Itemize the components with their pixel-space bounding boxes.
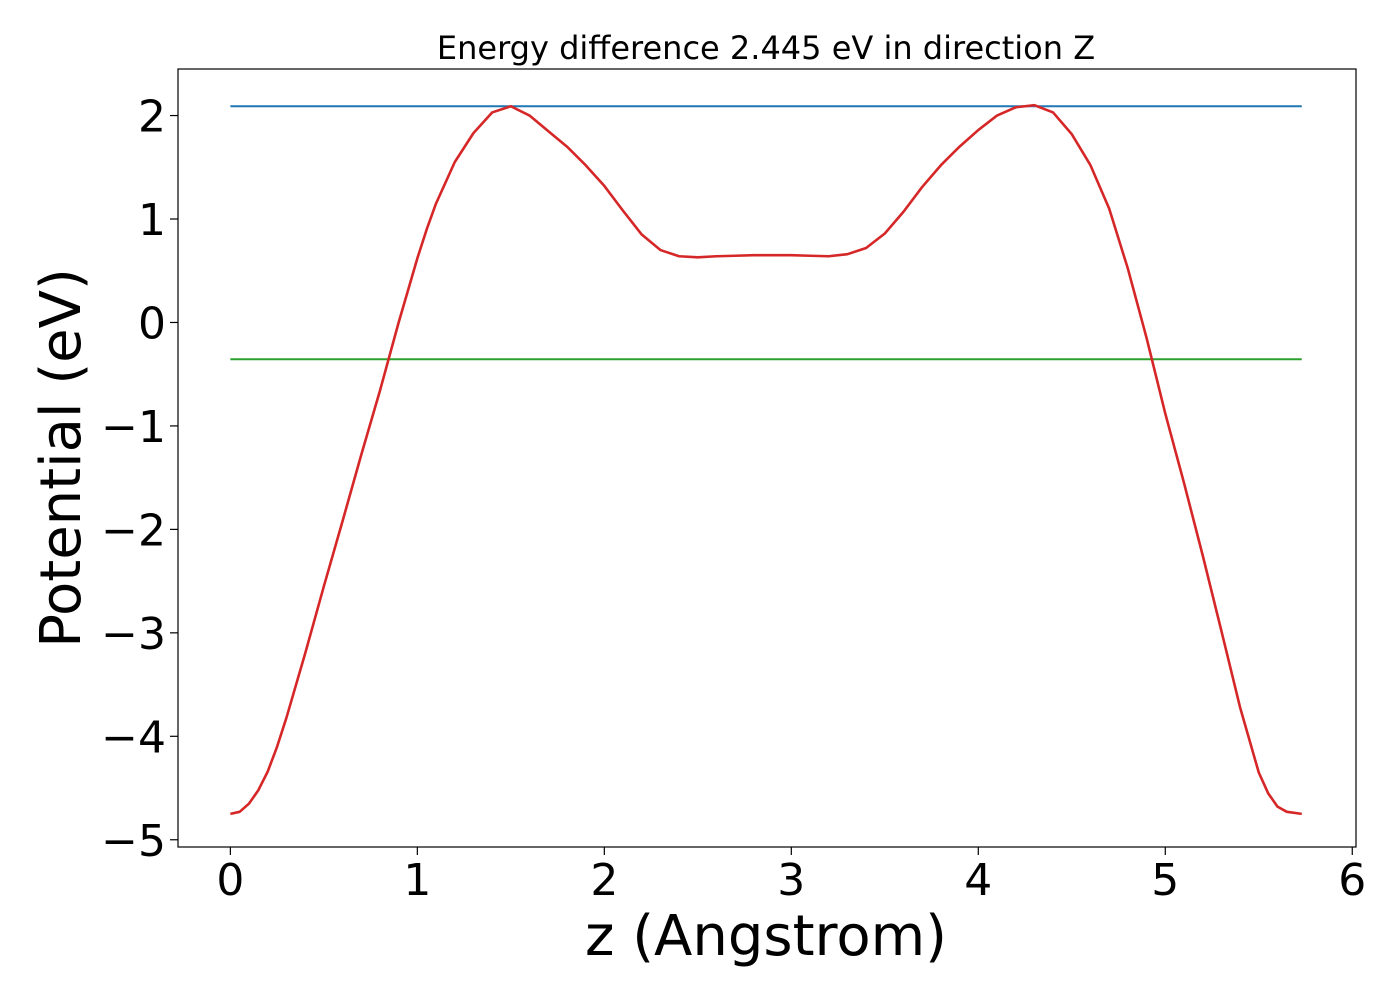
y-tick-label: −4 — [101, 712, 166, 763]
y-tick-label: 1 — [138, 195, 166, 246]
y-axis-ticks: −5 −4 −3 −2 −1 0 1 2 — [101, 92, 178, 867]
x-tick-label: 6 — [1338, 855, 1366, 906]
axes-frame — [177, 68, 1357, 848]
chart-title: Energy difference 2.445 eV in direction … — [437, 29, 1095, 67]
x-tick-label: 2 — [590, 855, 618, 906]
x-axis-label: z (Angstrom) — [585, 904, 947, 969]
y-tick-label: 2 — [138, 92, 166, 143]
x-tick-label: 4 — [964, 855, 992, 906]
x-tick-label: 1 — [403, 855, 431, 906]
x-tick-label: 5 — [1151, 855, 1179, 906]
y-tick-label: −1 — [101, 402, 166, 453]
y-tick-label: 0 — [138, 298, 166, 349]
y-tick-label: −3 — [101, 609, 166, 660]
x-tick-label: 0 — [216, 855, 244, 906]
y-tick-label: −5 — [101, 816, 166, 867]
plot-area — [230, 103, 1302, 816]
y-axis-label: Potential (eV) — [29, 268, 94, 648]
x-tick-label: 3 — [777, 855, 805, 906]
x-axis-ticks: 0 1 2 3 4 5 6 — [216, 847, 1366, 906]
series-line-2 — [230, 103, 1302, 816]
y-tick-label: −2 — [101, 505, 166, 556]
